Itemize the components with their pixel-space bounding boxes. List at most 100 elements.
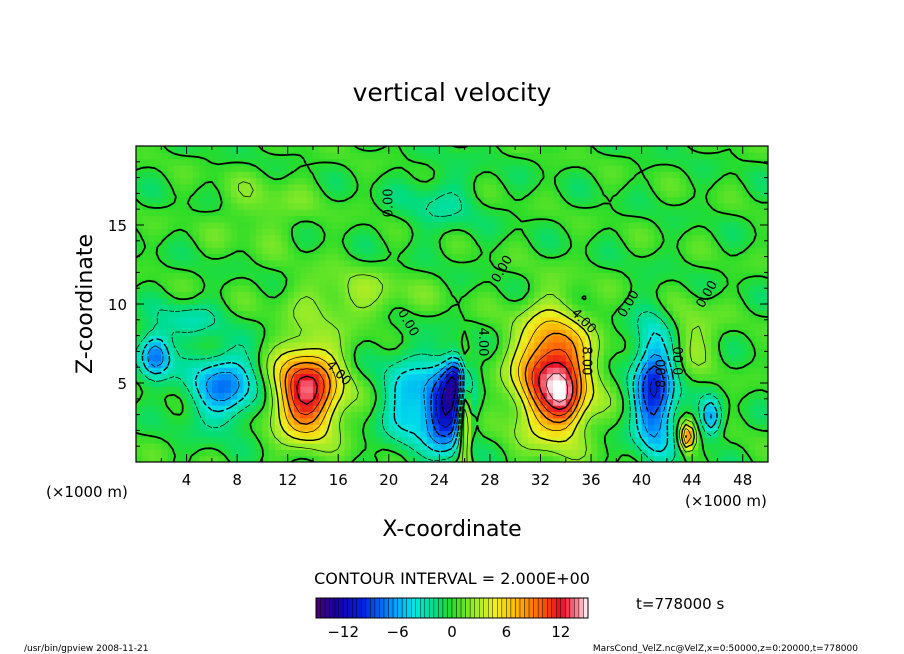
heatmap-cell bbox=[546, 310, 554, 318]
heatmap-cell bbox=[483, 379, 491, 387]
heatmap-cell bbox=[578, 190, 586, 198]
heatmap-cell bbox=[319, 196, 327, 204]
heatmap-cell bbox=[211, 430, 219, 438]
heatmap-cell bbox=[603, 171, 611, 179]
heatmap-cell bbox=[445, 329, 453, 337]
heatmap-cell bbox=[154, 196, 162, 204]
heatmap-cell bbox=[376, 379, 384, 387]
heatmap-cell bbox=[616, 259, 624, 267]
heatmap-cell bbox=[148, 386, 156, 394]
heatmap-cell bbox=[578, 177, 586, 185]
heatmap-cell bbox=[376, 183, 384, 191]
heatmap-cell bbox=[464, 285, 472, 292]
heatmap-cell bbox=[666, 341, 674, 349]
heatmap-cell bbox=[698, 158, 706, 166]
heatmap-cell bbox=[237, 310, 245, 318]
heatmap-cell bbox=[161, 190, 169, 198]
heatmap-cell bbox=[275, 348, 282, 356]
heatmap-cell bbox=[534, 228, 542, 236]
heatmap-cell bbox=[230, 183, 238, 191]
heatmap-cell bbox=[508, 424, 516, 431]
heatmap-cell bbox=[401, 285, 409, 292]
heatmap-cell bbox=[452, 417, 459, 425]
heatmap-cell bbox=[730, 272, 737, 280]
heatmap-cell bbox=[262, 234, 270, 242]
heatmap-cell bbox=[477, 272, 485, 280]
heatmap-cell bbox=[502, 221, 510, 229]
heatmap-cell bbox=[338, 146, 346, 153]
heatmap-cell bbox=[591, 266, 598, 273]
heatmap-cell bbox=[205, 266, 213, 273]
heatmap-cell bbox=[553, 443, 561, 450]
heatmap-cell bbox=[376, 297, 384, 305]
heatmap-cell bbox=[382, 335, 390, 343]
heatmap-cell bbox=[287, 247, 295, 255]
heatmap-cell bbox=[502, 177, 510, 185]
heatmap-cell bbox=[534, 190, 542, 198]
heatmap-cell bbox=[464, 278, 472, 286]
heatmap-cell bbox=[704, 436, 712, 444]
heatmap-cell bbox=[470, 379, 478, 387]
heatmap-cell bbox=[597, 310, 605, 318]
heatmap-cell bbox=[559, 164, 567, 172]
heatmap-cell bbox=[294, 411, 301, 419]
heatmap-cell bbox=[312, 202, 320, 210]
heatmap-cell bbox=[319, 291, 327, 299]
heatmap-cell bbox=[628, 247, 636, 255]
heatmap-cell bbox=[502, 386, 510, 394]
heatmap-cell bbox=[603, 278, 611, 286]
heatmap-cell bbox=[502, 209, 510, 217]
heatmap-cell bbox=[401, 436, 409, 444]
heatmap-cell bbox=[742, 455, 750, 462]
heatmap-cell bbox=[452, 177, 459, 185]
heatmap-cell bbox=[173, 398, 181, 406]
heatmap-cell bbox=[350, 215, 358, 223]
heatmap-cell bbox=[224, 354, 232, 362]
heatmap-cell bbox=[218, 177, 226, 185]
heatmap-cell bbox=[426, 158, 434, 166]
heatmap-cell bbox=[534, 316, 542, 324]
heatmap-cell bbox=[584, 190, 592, 198]
heatmap-cell bbox=[679, 449, 687, 457]
heatmap-cell bbox=[294, 316, 301, 324]
heatmap-cell bbox=[388, 329, 396, 337]
heatmap-cell bbox=[426, 367, 434, 375]
heatmap-cell bbox=[186, 424, 194, 431]
heatmap-cell bbox=[407, 341, 415, 349]
heatmap-cell bbox=[395, 316, 403, 324]
heatmap-cell bbox=[338, 183, 346, 191]
heatmap-cell bbox=[237, 348, 245, 356]
heatmap-cell bbox=[249, 310, 257, 318]
heatmap-cell bbox=[148, 443, 156, 450]
heatmap-cell bbox=[237, 209, 245, 217]
heatmap-cell bbox=[237, 234, 245, 242]
heatmap-cell bbox=[660, 411, 668, 419]
heatmap-cell bbox=[363, 152, 371, 160]
heatmap-cell bbox=[268, 259, 276, 267]
heatmap-cell bbox=[376, 373, 384, 381]
heatmap-cell bbox=[578, 367, 586, 375]
heatmap-cell bbox=[508, 322, 516, 330]
heatmap-cell bbox=[565, 405, 573, 413]
heatmap-cell bbox=[319, 436, 327, 444]
heatmap-cell bbox=[262, 455, 270, 462]
heatmap-cell bbox=[230, 278, 238, 286]
heatmap-cell bbox=[540, 436, 548, 444]
heatmap-cell bbox=[666, 392, 674, 400]
heatmap-cell bbox=[363, 278, 371, 286]
heatmap-cell bbox=[407, 373, 415, 381]
heatmap-cell bbox=[565, 171, 573, 179]
heatmap-cell bbox=[230, 177, 238, 185]
heatmap-cell bbox=[433, 285, 440, 292]
heatmap-cell bbox=[186, 171, 194, 179]
heatmap-cell bbox=[281, 335, 289, 343]
heatmap-cell bbox=[344, 266, 352, 273]
heatmap-cell bbox=[647, 443, 655, 450]
heatmap-cell bbox=[445, 266, 453, 273]
heatmap-cell bbox=[445, 341, 453, 349]
heatmap-cell bbox=[742, 272, 750, 280]
heatmap-cell bbox=[312, 392, 320, 400]
heatmap-cell bbox=[161, 455, 169, 462]
heatmap-cell bbox=[445, 190, 453, 198]
heatmap-cell bbox=[534, 177, 542, 185]
